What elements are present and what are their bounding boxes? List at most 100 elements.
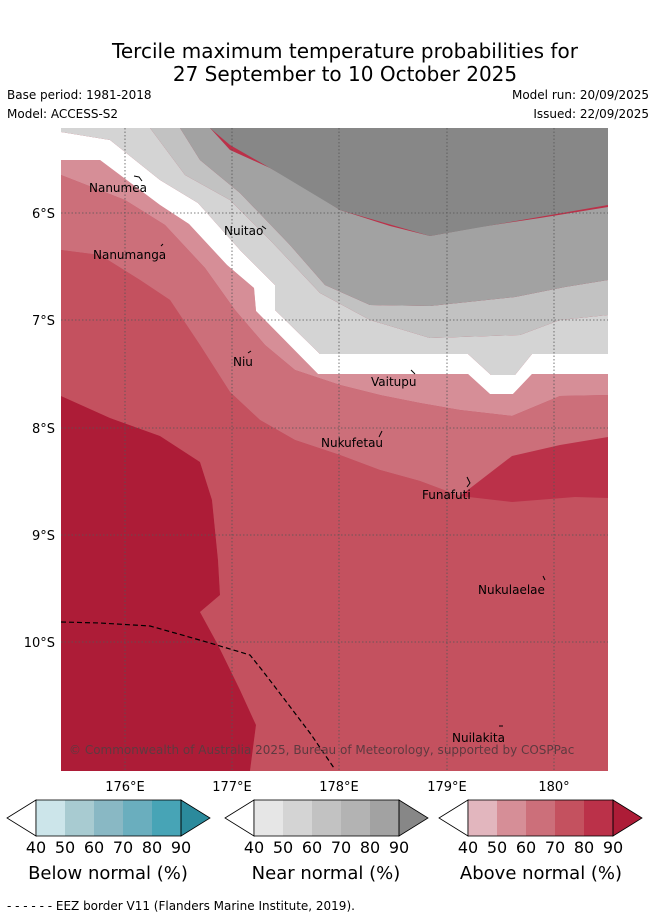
island-shape-niu (247, 350, 252, 354)
copyright-notice: © Commonwealth of Australia 2025, Bureau… (69, 743, 574, 757)
tick-label: 70 (544, 838, 566, 857)
tick-label: 50 (272, 838, 294, 857)
island-label-vaitupu: Vaitupu (371, 375, 417, 389)
tick-label: 80 (573, 838, 595, 857)
near-extend-low (224, 799, 255, 837)
colorbar-above-title: Above normal (%) (459, 863, 623, 884)
colorbar-near-normal (224, 799, 429, 837)
island-label-nuitao: Nuitao (224, 224, 263, 238)
below-extend-low (6, 799, 37, 837)
tick-label: 60 (515, 838, 537, 857)
lat-label: 8°S (32, 422, 55, 437)
colorbar-above-normal (438, 799, 643, 837)
island-shape-funafuti (466, 476, 471, 488)
island-shape-nanumanga (160, 243, 164, 247)
below-swatch (94, 800, 123, 836)
below-swatch (123, 800, 152, 836)
above-outline (467, 799, 614, 837)
island-label-nanumanga: Nanumanga (93, 248, 166, 262)
above-swatch (526, 800, 555, 836)
contour-near-60 (150, 128, 608, 338)
lat-label: 10°S (24, 636, 55, 651)
base-period: Base period: 1981-2018 (7, 88, 152, 102)
island-label-niu: Niu (233, 355, 253, 369)
above-extend-high (612, 799, 643, 837)
model-name: Model: ACCESS-S2 (7, 107, 119, 121)
island-shape-nukufetau (378, 430, 383, 438)
title-line-1: Tercile maximum temperature probabilitie… (112, 39, 578, 63)
island-markers (133, 175, 546, 727)
contour-above-90 (61, 396, 256, 771)
tick-label: 50 (54, 838, 76, 857)
eez-legend-note: - - - - - - EEZ border V11 (Flanders Mar… (7, 899, 355, 913)
lon-label: 179°E (427, 780, 467, 795)
tick-label: 80 (359, 838, 381, 857)
tick-label: 60 (301, 838, 323, 857)
colorbar-below-title: Below normal (%) (28, 863, 188, 884)
island-shape-nuitao (261, 225, 267, 230)
lon-label: 176°E (105, 780, 145, 795)
tick-label: 40 (25, 838, 47, 857)
tick-label: 90 (170, 838, 192, 857)
tick-label: 60 (83, 838, 105, 857)
latitude-labels: 6°S 7°S 8°S 9°S 10°S (24, 207, 55, 651)
lat-label: 6°S (32, 207, 55, 222)
model-run-date: Model run: 20/09/2025 (511, 88, 649, 102)
below-extend-high (180, 799, 211, 837)
island-label-nukufetau: Nukufetau (321, 436, 383, 450)
contour-white-gap (61, 132, 608, 394)
lat-label: 7°S (32, 314, 55, 329)
island-labels: Nanumea Nuitao Nanumanga Niu Vaitupu Nuk… (89, 181, 545, 745)
tick-label: 70 (330, 838, 352, 857)
below-swatch (152, 800, 181, 836)
below-swatch (65, 800, 94, 836)
near-extend-high (398, 799, 429, 837)
near-swatch (283, 800, 312, 836)
above-extend-low (438, 799, 469, 837)
above-swatch (555, 800, 584, 836)
contour-bands (61, 128, 608, 771)
issued-date: Issued: 22/09/2025 (533, 107, 649, 121)
tick-label: 50 (486, 838, 508, 857)
tick-label: 70 (112, 838, 134, 857)
tick-label: 40 (457, 838, 479, 857)
below-outline (35, 799, 182, 837)
near-swatch (341, 800, 370, 836)
near-swatch (254, 800, 283, 836)
contour-above-70 (61, 250, 608, 771)
near-swatch (312, 800, 341, 836)
island-label-nuilakita: Nuilakita (452, 731, 505, 745)
near-outline (253, 799, 400, 837)
contour-near-70 (180, 128, 608, 306)
title-line-2: 27 September to 10 October 2025 (172, 62, 518, 86)
island-label-funafuti: Funafuti (422, 488, 471, 502)
eez-border (60, 621, 335, 769)
tick-label: 90 (602, 838, 624, 857)
island-shape-nanumea (133, 175, 143, 182)
tick-label: 90 (388, 838, 410, 857)
map-title: Tercile maximum temperature probabilitie… (0, 40, 655, 86)
below-swatch (36, 800, 65, 836)
contour-near-50 (61, 128, 608, 375)
lon-label: 177°E (212, 780, 252, 795)
above-swatch (584, 800, 613, 836)
lon-label: 178°E (319, 780, 359, 795)
island-shape-nukulaelae (542, 575, 546, 581)
longitude-labels: 176°E 177°E 178°E 179°E 180° (105, 780, 569, 795)
above-swatch (468, 800, 497, 836)
graticule (61, 128, 608, 771)
contour-near-90 (210, 128, 608, 236)
above-swatch (497, 800, 526, 836)
contour-above-60 (61, 175, 608, 496)
island-label-nukulaelae: Nukulaelae (478, 583, 545, 597)
island-label-nanumea: Nanumea (89, 181, 147, 195)
contour-above-50 (61, 160, 608, 416)
lon-label: 180° (538, 780, 569, 795)
island-shape-vaitupu (410, 369, 416, 375)
colorbar-near-title: Near normal (%) (251, 863, 401, 884)
tick-label: 40 (243, 838, 265, 857)
near-swatch (370, 800, 399, 836)
tick-label: 80 (141, 838, 163, 857)
lat-label: 9°S (32, 529, 55, 544)
